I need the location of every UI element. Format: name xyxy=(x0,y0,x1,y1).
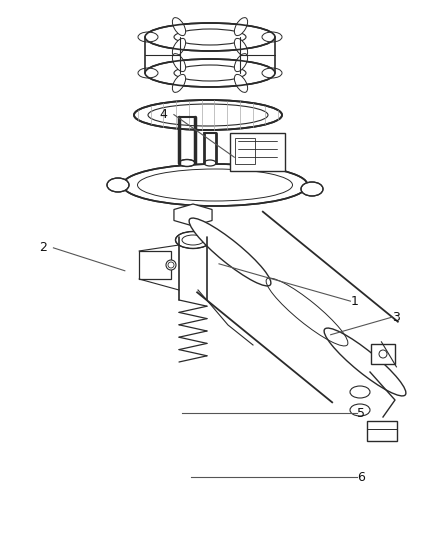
Ellipse shape xyxy=(123,164,307,206)
Ellipse shape xyxy=(204,160,216,166)
Ellipse shape xyxy=(145,59,275,87)
Ellipse shape xyxy=(134,100,282,130)
Ellipse shape xyxy=(138,32,158,42)
Ellipse shape xyxy=(145,23,275,51)
Ellipse shape xyxy=(173,75,186,92)
Ellipse shape xyxy=(166,260,176,270)
Ellipse shape xyxy=(262,32,282,42)
Bar xyxy=(230,133,285,171)
Ellipse shape xyxy=(173,54,186,71)
Text: 6: 6 xyxy=(357,471,365,483)
Ellipse shape xyxy=(234,54,247,71)
Ellipse shape xyxy=(212,239,230,255)
Text: 2: 2 xyxy=(39,241,47,254)
Ellipse shape xyxy=(262,68,282,78)
Ellipse shape xyxy=(324,328,406,396)
Ellipse shape xyxy=(189,218,271,286)
Ellipse shape xyxy=(379,350,387,358)
Ellipse shape xyxy=(138,68,158,78)
Ellipse shape xyxy=(350,404,370,416)
Ellipse shape xyxy=(234,38,247,56)
Bar xyxy=(367,421,397,441)
Ellipse shape xyxy=(350,386,370,398)
Text: 3: 3 xyxy=(392,311,400,324)
Polygon shape xyxy=(174,204,212,226)
Text: 1: 1 xyxy=(350,295,358,308)
Ellipse shape xyxy=(174,29,246,45)
Bar xyxy=(235,138,255,164)
Text: 4: 4 xyxy=(160,108,168,121)
Ellipse shape xyxy=(234,18,247,36)
Bar xyxy=(371,344,395,364)
Ellipse shape xyxy=(301,182,323,196)
Ellipse shape xyxy=(176,231,211,248)
Ellipse shape xyxy=(173,38,186,56)
Text: 5: 5 xyxy=(357,407,365,419)
Bar xyxy=(139,251,171,279)
Ellipse shape xyxy=(179,159,195,166)
Ellipse shape xyxy=(173,18,186,36)
Ellipse shape xyxy=(107,178,129,192)
Ellipse shape xyxy=(174,65,246,81)
Ellipse shape xyxy=(234,75,247,92)
